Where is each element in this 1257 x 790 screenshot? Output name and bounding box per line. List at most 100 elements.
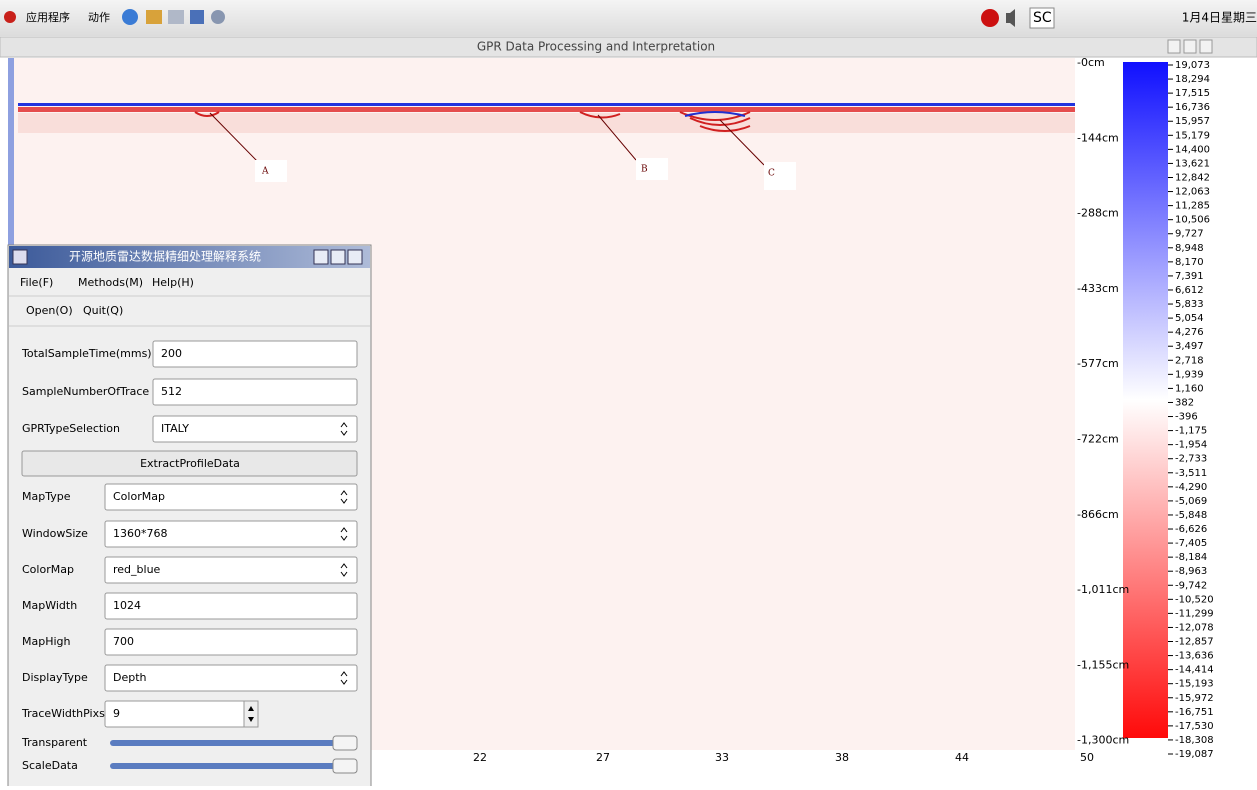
menu-item[interactable]: Methods(M) [78,276,143,289]
colorbar-label: 382 [1175,397,1194,408]
colorbar-label: 12,842 [1175,172,1210,183]
slider-track [110,763,350,769]
colorbar-label: 13,621 [1175,158,1210,169]
field-value: 1360*768 [113,527,168,540]
dialog-control[interactable] [314,250,328,264]
field-value: 1024 [113,599,141,612]
trace-label: 44 [955,751,969,764]
colorbar-label: -6,626 [1175,524,1207,535]
colorbar-label: 2,718 [1175,355,1204,366]
annotation: A [261,167,269,177]
trace-label: 33 [715,751,729,764]
toolbar-button[interactable]: Open(O) [26,304,73,317]
colorbar-label: -5,069 [1175,496,1207,507]
field-label: MapWidth [22,599,77,612]
redhat-icon [4,11,16,23]
colorbar-label: -16,751 [1175,707,1214,718]
colorbar-label: -1,175 [1175,426,1207,437]
colorbar-label: -1,954 [1175,440,1207,451]
colorbar-label: 1,939 [1175,369,1204,380]
colorbar-label: 19,073 [1175,60,1210,71]
field-value: 9 [113,707,120,720]
text-input[interactable] [153,341,357,367]
colorbar-label: 5,054 [1175,313,1204,324]
colorbar-label: 14,400 [1175,144,1210,155]
annotation-box [255,160,287,182]
button-label: ExtractProfileData [140,457,240,470]
menu-actions[interactable]: 动作 [88,11,110,24]
slider-handle[interactable] [333,759,357,773]
colorbar-label: -8,963 [1175,566,1207,577]
field-label: GPRTypeSelection [22,422,120,435]
trace-label: 38 [835,751,849,764]
colorbar-label: 11,285 [1175,201,1210,212]
colorbar-label: -13,636 [1175,651,1214,662]
colorbar-label: 7,391 [1175,271,1204,282]
colorbar-label: 16,736 [1175,102,1210,113]
slider-track [110,740,350,746]
reflection-blue [18,103,1075,106]
colorbar-label: -3,511 [1175,468,1207,479]
colorbar-label: -12,857 [1175,637,1214,648]
annotation: B [641,165,648,175]
dialog-menu-button[interactable] [13,250,27,264]
depth-label: -722cm [1077,433,1119,446]
trace-label: 50 [1080,751,1094,764]
field-value: 512 [161,385,182,398]
tray-text[interactable]: SC [1033,10,1052,26]
dialog-control[interactable] [331,250,345,264]
window-controls[interactable] [1168,40,1212,53]
depth-label: -866cm [1077,508,1119,521]
colorbar-label: -15,972 [1175,693,1214,704]
depth-label: -1,155cm [1077,658,1129,671]
toolbar-button[interactable]: Quit(Q) [83,304,123,317]
slider-label: ScaleData [22,759,78,772]
colorbar [1123,62,1168,738]
colorbar-label: -4,290 [1175,482,1207,493]
field-label: SampleNumberOfTrace [22,385,149,398]
colorbar-label: 12,063 [1175,187,1210,198]
slider-handle[interactable] [333,736,357,750]
colorbar-label: -396 [1175,412,1198,423]
text-input[interactable] [153,379,357,405]
depth-label: -288cm [1077,207,1119,220]
tray-icon[interactable] [981,9,999,27]
spin-buttons[interactable] [244,701,258,727]
colorbar-label: -15,193 [1175,679,1214,690]
colorbar-label: 15,179 [1175,130,1210,141]
trace-label: 22 [473,751,487,764]
menu-item[interactable]: Help(H) [152,276,194,289]
colorbar-label: 8,948 [1175,243,1204,254]
trace-label: 27 [596,751,610,764]
text-input[interactable] [105,629,357,655]
depth-label: -433cm [1077,282,1119,295]
field-value: red_blue [113,563,161,576]
colorbar-label: 8,170 [1175,257,1204,268]
spin-box[interactable] [105,701,258,727]
colorbar-label: -7,405 [1175,538,1207,549]
colorbar-label: 18,294 [1175,74,1210,85]
annotation: C [768,169,775,179]
depth-label: -577cm [1077,357,1119,370]
dialog-control[interactable] [348,250,362,264]
colorbar-label: 4,276 [1175,327,1204,338]
colorbar-label: 15,957 [1175,116,1210,127]
dialog: 开源地质雷达数据精细处理解释系统 File(F) Methods(M) Help(H)… [8,245,371,786]
colorbar-label: -5,848 [1175,510,1207,521]
screen: 应用程序 动作 SC 1月4日星期三 GPR Data Processing a… [0,0,1257,786]
menu-applications[interactable]: 应用程序 [26,10,70,24]
menu-item[interactable]: File(F) [20,276,53,289]
field-label: TraceWidthPixs [21,707,105,720]
depth-label: -144cm [1077,131,1119,144]
window-title: GPR Data Processing and Interpretation [477,40,715,54]
field-label: MapType [22,490,71,503]
slider-label: Transparent [21,736,88,749]
colorbar-label: -18,308 [1175,735,1214,746]
reflection-red [18,107,1075,112]
top-panel [0,0,1257,36]
text-input[interactable] [105,593,357,619]
colorbar-label: 9,727 [1175,229,1204,240]
depth-label: -1,011cm [1077,583,1129,596]
dialog-title: 开源地质雷达数据精细处理解释系统 [69,249,261,264]
clock[interactable]: 1月4日星期三 [1182,11,1257,25]
